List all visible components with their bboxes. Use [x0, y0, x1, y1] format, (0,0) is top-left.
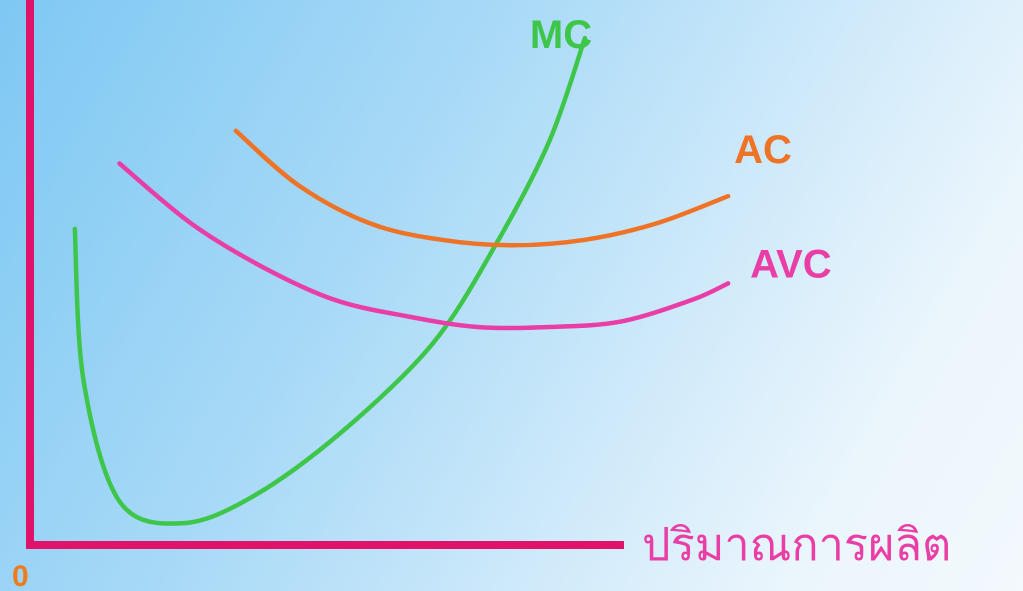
x-axis-label: ปริมาณการผลิต — [642, 518, 951, 571]
ac-curve — [233, 128, 731, 248]
ac-label: AC — [734, 128, 792, 172]
mc-label: MC — [530, 13, 592, 57]
avc-label: AVC — [750, 242, 831, 286]
avc-curve — [117, 161, 731, 331]
curve-labels-group: MC AC AVC — [530, 13, 832, 286]
mc-curve — [72, 35, 588, 526]
origin-label: 0 — [12, 560, 29, 591]
curves-group — [72, 35, 731, 526]
